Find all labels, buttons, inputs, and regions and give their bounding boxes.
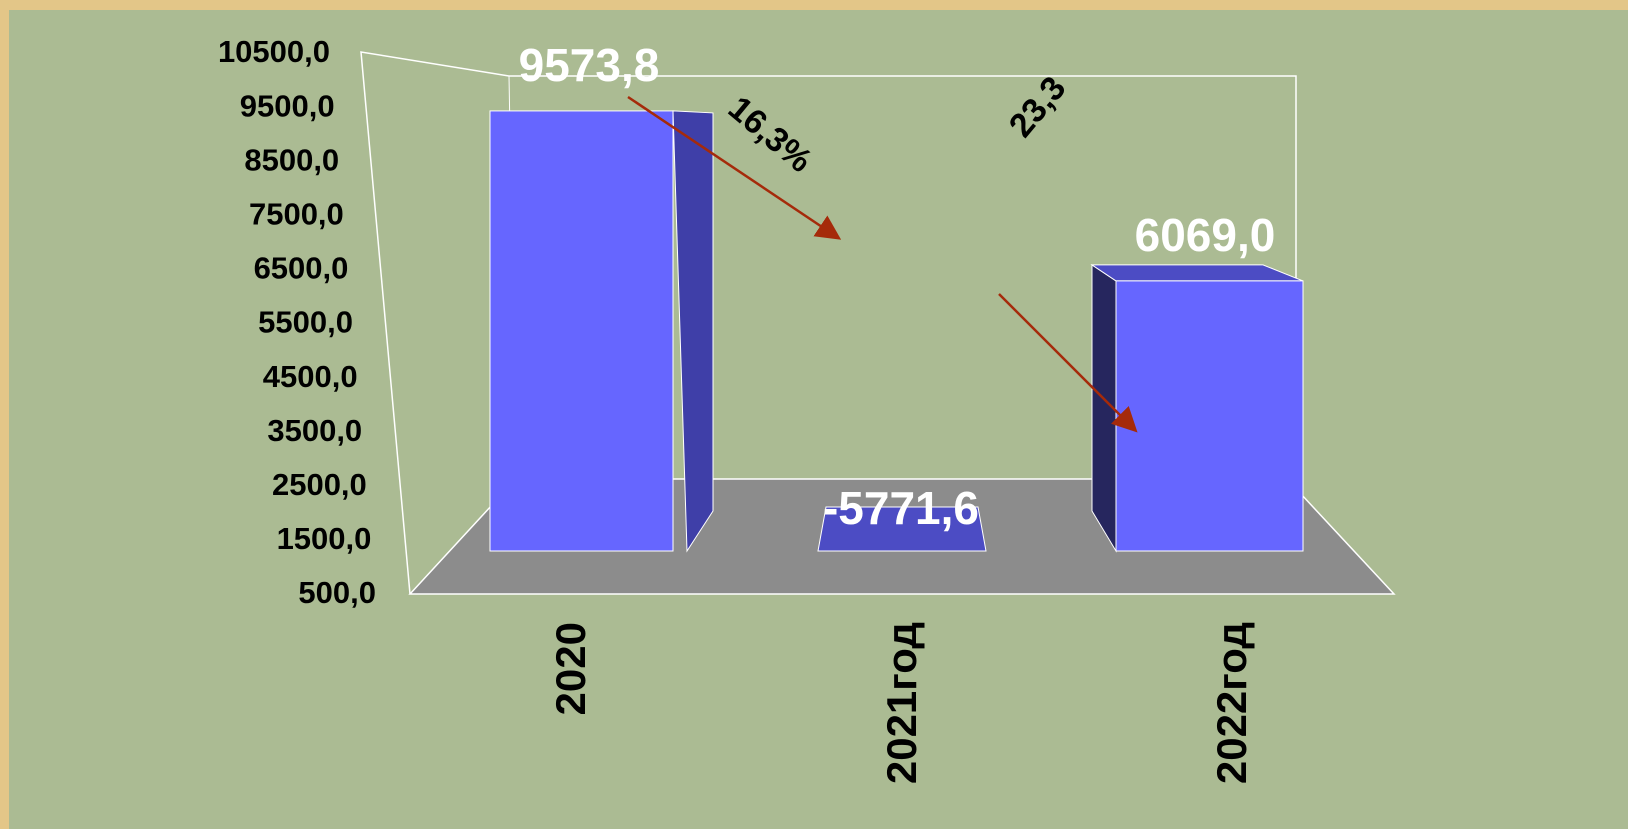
y-tick-label: 8500,0: [244, 142, 339, 177]
y-tick-label: 5500,0: [258, 305, 353, 340]
bar: [489, 110, 714, 553]
x-tick-label: 2020: [547, 622, 594, 715]
y-tick-label: 2500,0: [272, 467, 367, 502]
y-tick-label: 500,0: [298, 575, 376, 610]
bar-front: [489, 110, 674, 552]
y-tick-label: 6500,0: [254, 251, 349, 286]
bar-side: [672, 110, 714, 553]
y-tick-label: 7500,0: [249, 196, 344, 231]
y-tick-label: 3500,0: [267, 413, 362, 448]
y-tick-label: 4500,0: [263, 359, 358, 394]
bar-top: [817, 506, 987, 552]
x-tick-label: 2021год: [878, 622, 925, 784]
background: [9, 10, 1628, 829]
bar: [1090, 263, 1304, 553]
y-tick-label: 10500,0: [218, 34, 330, 69]
y-tick-label: 9500,0: [240, 88, 335, 123]
bar-front: [1115, 280, 1304, 552]
y-tick-label: 1500,0: [277, 521, 372, 556]
x-tick-label: 2022год: [1208, 622, 1255, 784]
bar: [817, 506, 987, 552]
arrow: [627, 95, 842, 240]
marks: [489, 110, 1304, 553]
value-label: 6069,0: [1135, 209, 1276, 261]
value-label: 9573,8: [519, 39, 660, 91]
value-label: -5771,6: [823, 482, 979, 534]
arrow: [998, 293, 1138, 433]
